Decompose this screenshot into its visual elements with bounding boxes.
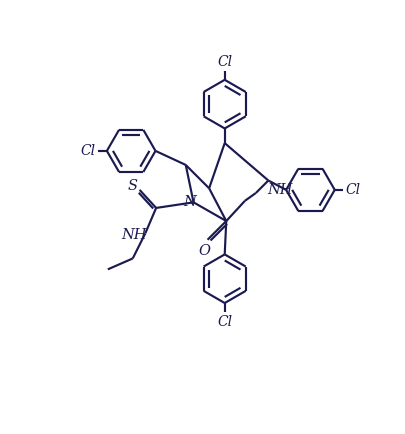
Text: NH: NH <box>122 228 147 242</box>
Text: O: O <box>198 243 211 258</box>
Text: Cl: Cl <box>346 183 361 197</box>
Text: S: S <box>128 178 138 193</box>
Text: Cl: Cl <box>217 315 232 329</box>
Text: Cl: Cl <box>81 144 96 158</box>
Text: NH: NH <box>268 184 293 197</box>
Text: N: N <box>183 195 196 209</box>
Text: Cl: Cl <box>217 55 232 69</box>
